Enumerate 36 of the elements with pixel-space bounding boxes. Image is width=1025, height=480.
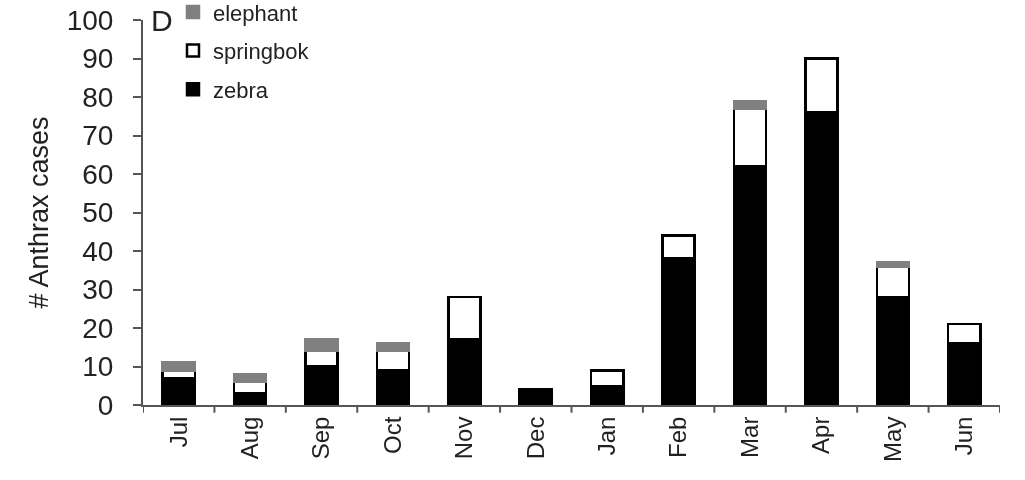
- y-tick-label: 90: [82, 43, 114, 75]
- bar: [161, 361, 197, 372]
- y-tick-label: 10: [82, 351, 114, 383]
- x-tick-label: Sep: [307, 416, 335, 460]
- y-tick-label: 70: [82, 120, 114, 152]
- x-tick-label: Apr: [807, 416, 835, 454]
- y-tick-label: 60: [82, 158, 114, 190]
- legend-label: springbok: [212, 39, 310, 65]
- bar: [375, 342, 411, 353]
- y-axis-title: # Anthrax cases: [24, 116, 55, 309]
- x-tick-label: Jan: [593, 416, 621, 456]
- y-tick-label: 80: [82, 81, 114, 113]
- legend-label: elephant: [212, 0, 298, 26]
- bar: [518, 388, 554, 405]
- x-tick-label: Mar: [735, 416, 763, 458]
- bar: [732, 99, 768, 110]
- y-tick-label: 50: [82, 197, 114, 229]
- annotation: D: [151, 4, 173, 37]
- x-tick-label: Jul: [164, 416, 192, 448]
- x-tick-label: Feb: [664, 416, 692, 458]
- x-tick-label: May: [878, 416, 906, 462]
- bar: [161, 376, 197, 405]
- bar: [232, 372, 268, 384]
- x-tick-label: Aug: [235, 416, 263, 460]
- x-tick-label: Oct: [378, 416, 406, 454]
- y-tick-label: 40: [82, 235, 114, 267]
- y-tick-label: 0: [97, 389, 114, 421]
- y-tick-label: 20: [82, 312, 114, 344]
- legend-label: zebra: [212, 77, 269, 103]
- x-tick-label: Nov: [450, 416, 478, 460]
- y-tick-label: 30: [82, 274, 114, 306]
- bar: [304, 338, 339, 353]
- y-tick-label: 100: [66, 4, 114, 36]
- x-tick-label: Dec: [521, 416, 549, 460]
- x-tick-label: Jun: [950, 416, 978, 456]
- bar: [875, 261, 911, 268]
